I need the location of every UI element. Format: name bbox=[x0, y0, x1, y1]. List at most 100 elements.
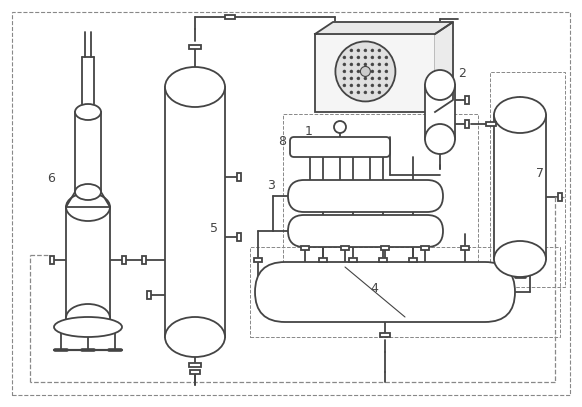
Bar bbox=[301, 246, 309, 249]
Polygon shape bbox=[66, 192, 110, 207]
Circle shape bbox=[385, 84, 388, 87]
Bar bbox=[319, 258, 327, 262]
Bar bbox=[250, 247, 560, 337]
Bar bbox=[189, 363, 201, 368]
Circle shape bbox=[371, 56, 374, 59]
Bar bbox=[381, 246, 389, 249]
Bar bbox=[409, 258, 417, 262]
Ellipse shape bbox=[66, 193, 110, 221]
Circle shape bbox=[364, 91, 367, 94]
Bar bbox=[380, 333, 390, 337]
Circle shape bbox=[357, 84, 360, 87]
Circle shape bbox=[371, 49, 374, 52]
Ellipse shape bbox=[494, 241, 546, 277]
Circle shape bbox=[357, 70, 360, 73]
Circle shape bbox=[360, 66, 370, 77]
Polygon shape bbox=[315, 22, 453, 34]
Circle shape bbox=[350, 56, 353, 59]
Circle shape bbox=[334, 121, 346, 133]
Circle shape bbox=[350, 77, 353, 80]
Text: 8: 8 bbox=[278, 135, 286, 148]
Circle shape bbox=[343, 84, 346, 87]
Ellipse shape bbox=[75, 184, 101, 200]
Bar bbox=[558, 193, 562, 201]
Circle shape bbox=[357, 56, 360, 59]
Circle shape bbox=[364, 70, 367, 73]
Ellipse shape bbox=[494, 97, 546, 133]
Circle shape bbox=[343, 63, 346, 66]
Bar bbox=[190, 370, 200, 374]
Bar bbox=[315, 34, 435, 112]
FancyBboxPatch shape bbox=[290, 137, 390, 157]
Bar bbox=[237, 173, 240, 181]
Bar bbox=[75, 112, 101, 192]
Circle shape bbox=[343, 77, 346, 80]
Circle shape bbox=[364, 49, 367, 52]
Circle shape bbox=[364, 84, 367, 87]
Text: 6: 6 bbox=[47, 172, 55, 185]
Bar bbox=[425, 85, 455, 139]
Circle shape bbox=[335, 42, 395, 101]
Circle shape bbox=[378, 70, 381, 73]
FancyBboxPatch shape bbox=[255, 262, 515, 322]
Text: 2: 2 bbox=[458, 67, 466, 80]
Bar bbox=[237, 233, 240, 241]
Circle shape bbox=[364, 63, 367, 66]
Circle shape bbox=[350, 49, 353, 52]
Text: 4: 4 bbox=[370, 282, 378, 295]
Circle shape bbox=[371, 91, 374, 94]
FancyBboxPatch shape bbox=[288, 215, 443, 247]
Circle shape bbox=[378, 49, 381, 52]
Circle shape bbox=[385, 63, 388, 66]
Circle shape bbox=[357, 91, 360, 94]
Circle shape bbox=[357, 77, 360, 80]
Text: 3: 3 bbox=[267, 179, 275, 192]
Bar bbox=[490, 72, 565, 287]
Circle shape bbox=[378, 91, 381, 94]
Circle shape bbox=[350, 91, 353, 94]
Ellipse shape bbox=[75, 104, 101, 120]
Bar bbox=[143, 256, 146, 264]
Circle shape bbox=[343, 70, 346, 73]
Circle shape bbox=[343, 56, 346, 59]
Ellipse shape bbox=[66, 304, 110, 332]
Bar bbox=[461, 246, 469, 249]
Circle shape bbox=[350, 84, 353, 87]
Circle shape bbox=[378, 63, 381, 66]
Ellipse shape bbox=[425, 70, 455, 100]
Circle shape bbox=[364, 56, 367, 59]
Bar bbox=[466, 120, 469, 128]
Bar bbox=[421, 246, 429, 249]
Bar bbox=[225, 15, 235, 19]
Bar bbox=[466, 96, 469, 104]
Bar bbox=[486, 122, 496, 126]
Bar bbox=[189, 45, 201, 49]
Bar bbox=[349, 258, 357, 262]
Bar bbox=[165, 87, 225, 337]
Text: 1: 1 bbox=[305, 125, 313, 138]
Bar bbox=[66, 207, 110, 318]
Bar bbox=[122, 256, 126, 264]
Ellipse shape bbox=[425, 124, 455, 154]
Bar bbox=[147, 291, 151, 299]
Bar bbox=[283, 114, 478, 274]
Circle shape bbox=[378, 84, 381, 87]
Circle shape bbox=[357, 63, 360, 66]
Circle shape bbox=[385, 56, 388, 59]
Circle shape bbox=[371, 84, 374, 87]
Circle shape bbox=[350, 63, 353, 66]
Circle shape bbox=[385, 70, 388, 73]
Circle shape bbox=[378, 77, 381, 80]
Circle shape bbox=[378, 56, 381, 59]
Polygon shape bbox=[435, 22, 453, 112]
Circle shape bbox=[371, 63, 374, 66]
Circle shape bbox=[357, 49, 360, 52]
Circle shape bbox=[364, 77, 367, 80]
FancyBboxPatch shape bbox=[288, 180, 443, 212]
Circle shape bbox=[350, 70, 353, 73]
Ellipse shape bbox=[54, 317, 122, 337]
Bar bbox=[379, 258, 387, 262]
Ellipse shape bbox=[165, 67, 225, 107]
Bar bbox=[254, 258, 262, 262]
Circle shape bbox=[385, 77, 388, 80]
